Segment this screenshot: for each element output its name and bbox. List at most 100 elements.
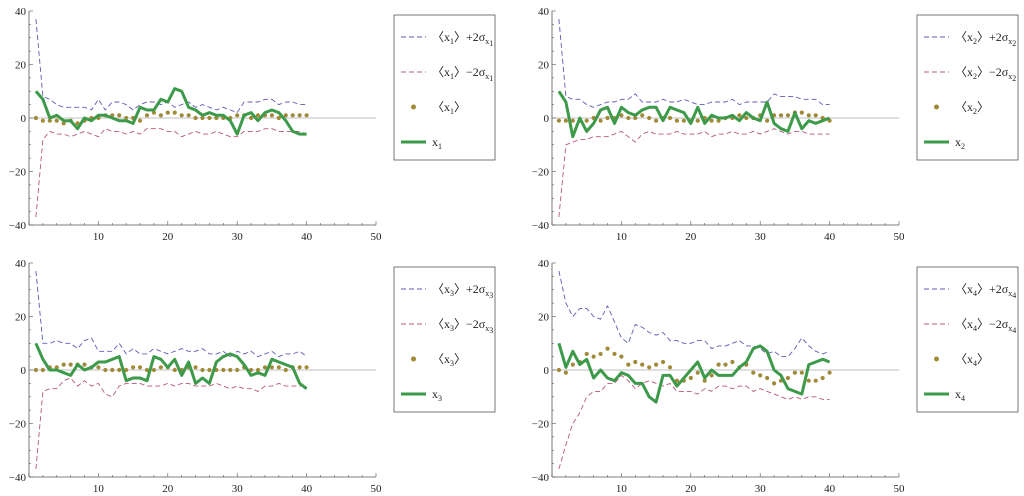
y-tick-label: 0 [544,113,550,125]
data-point [626,115,631,121]
legend-label-subscript: 4 [973,359,977,368]
legend-label-text: 〉+2σ [977,282,1009,296]
legend-frame [393,266,496,413]
data-point [40,118,45,123]
x-tick-label: 30 [755,483,767,495]
data-point [235,113,240,118]
legend-label-text: 〉−2σ [977,317,1009,331]
data-point [283,113,288,118]
series-upper-line [35,270,307,358]
data-point [758,373,763,378]
legend-label-text: 〈x [432,282,450,296]
data-point [806,113,811,118]
x-tick-label: 20 [162,231,174,243]
legend-label-subscript: x [1008,37,1012,46]
legend-label: 〈x2〉−2σx2 [955,65,1016,83]
legend-label-subscript: 1 [438,142,442,151]
data-point [200,115,205,121]
data-point [605,115,610,121]
legend-label-text: 〉+2σ [454,282,486,296]
legend-label-subscript: x [485,324,489,333]
x-tick-label: 10 [616,483,628,495]
legend-label-text: 〉+2σ [977,30,1009,44]
data-point [820,375,825,381]
legend-label: 〈x3〉 [432,352,466,368]
y-tick-label: 40 [15,258,27,270]
legend-label-subscript: 2 [973,107,977,116]
data-point [654,362,659,367]
chart-panel-2: 10 20 30 40 50−40−2002040〈x2〉+2σx2〈x2〉−2σx2〈… [532,6,1019,243]
legend: 〈x3〉+2σx3〈x3〉−2σx3〈x3〉x3 [393,266,496,413]
legend-label: 〈x1〉+2σx1 [432,30,493,48]
legend-label-subscript: 4 [973,289,977,298]
legend-label-text: 〈x [955,282,973,296]
data-point [82,362,87,367]
data-point [681,118,686,123]
data-point [570,362,575,367]
data-point [647,115,652,121]
data-point [255,113,261,118]
data-point [654,118,659,123]
data-point [785,375,791,381]
data-point [137,365,143,370]
legend-label-subscript: x [485,289,489,298]
data-point [207,115,212,121]
y-tick-label: 20 [15,312,27,324]
data-point [276,115,281,121]
y-tick-label: 0 [21,365,27,377]
data-point [785,113,791,118]
data-point [640,362,645,367]
data-point [172,367,177,373]
data-point [716,118,721,123]
series-lower-line [558,374,830,470]
x-tick-label: 30 [755,231,767,243]
data-point [751,370,756,375]
data-point [131,365,136,370]
data-point [688,375,693,381]
legend-label-text: 〉 [977,100,989,114]
data-point [778,113,784,118]
data-point [806,378,811,383]
data-point [730,359,735,365]
data-point [765,375,770,381]
data-point [193,115,198,121]
series-actual-line [557,90,831,139]
x-tick-label: 30 [232,483,244,495]
data-point [647,365,652,370]
data-point [563,370,568,375]
data-point [172,110,177,115]
x-tick-label: 20 [685,483,697,495]
legend-label-text: x [432,387,438,401]
data-point [269,365,274,370]
y-tick-label: 0 [544,365,550,377]
data-point [200,367,205,373]
data-point [235,367,240,373]
data-point [228,367,233,373]
data-point [193,365,198,370]
legend-label-subscript: x [1008,72,1012,81]
data-point [591,354,596,359]
data-point [626,362,631,367]
y-tick-label: 40 [538,258,550,270]
data-point [221,367,226,373]
legend: 〈x1〉+2σx1〈x1〉−2σx1〈x1〉x1 [393,14,496,161]
data-point [813,378,818,383]
data-point [54,365,59,370]
data-point [165,110,170,115]
x-tick-label: 30 [232,231,244,243]
legend-label-subscript: 2 [1012,74,1016,83]
data-point [124,115,129,121]
legend: 〈x4〉+2σx4〈x4〉−2σx4〈x4〉x4 [916,266,1019,413]
legend-swatch-dot [934,104,939,110]
data-point [255,367,261,373]
data-point [124,367,129,373]
data-point [304,365,309,370]
data-point [633,115,638,121]
x-tick-label: 20 [685,231,697,243]
legend-label: x4 [955,387,965,403]
data-point [667,365,673,370]
legend-label: x2 [955,135,965,151]
series-actual-line [34,342,308,390]
data-point [633,359,638,365]
